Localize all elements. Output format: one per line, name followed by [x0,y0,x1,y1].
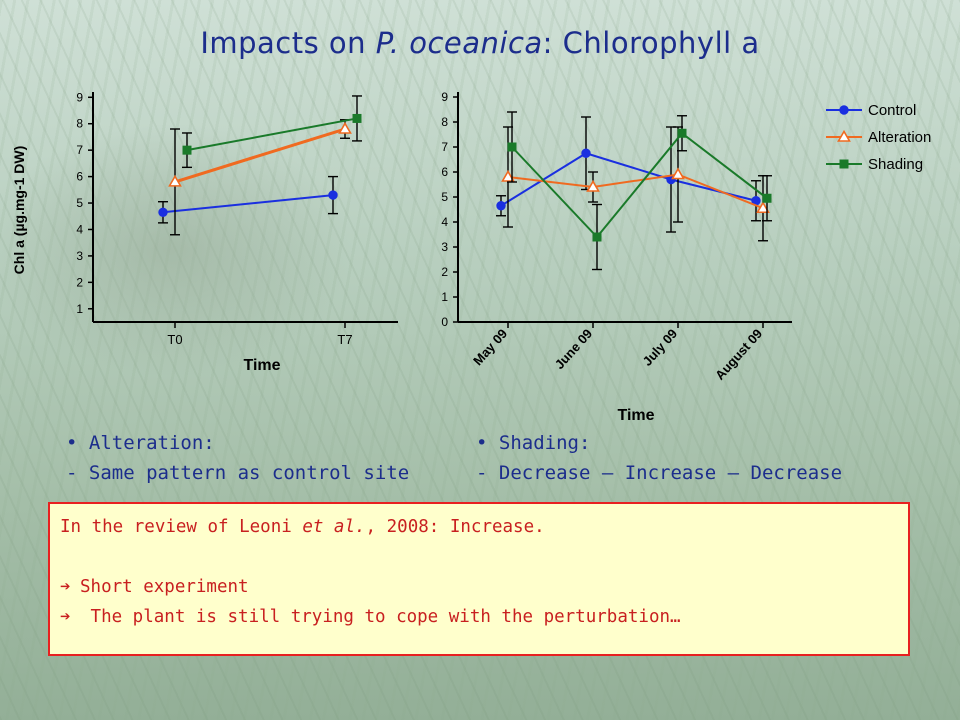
chart1-y-tick-label: 9 [76,90,83,104]
chart2-y-tick-label: 1 [441,290,448,304]
shading-text: - Decrease – Increase – Decrease [476,462,843,484]
chart2-y-tick-label: 8 [441,115,448,129]
note-line-3-text: The plant is still trying to cope with t… [80,607,681,627]
chart2-point-alteration [586,179,600,192]
chart2-point-shading [592,232,602,242]
chart2-y-tick-label: 3 [441,240,448,254]
chart2-x-tick-label: July 09 [640,326,681,369]
chart2-series-line-alteration [507,173,764,210]
chart2-y-tick-label: 7 [441,140,448,154]
chart1-y-tick-label: 3 [76,249,83,263]
note-line-2-text: Short experiment [80,577,249,597]
note-spacer [60,542,898,572]
alteration-text: - Same pattern as control site [66,462,410,484]
chart1-point-shading [352,113,362,123]
legend-marker-control [839,105,849,115]
chart1-x-axis-title: Time [243,357,280,374]
chart1-y-tick-label: 6 [76,170,83,184]
note-line-1: In the review of Leoni et al., 2008: Inc… [60,512,898,542]
chart2-point-shading [507,142,517,152]
title-suffix: : Chlorophyll a [542,26,760,60]
chart2-x-axis-title: Time [617,407,654,424]
legend-marker-alteration [837,129,851,142]
chart2-point-shading [762,193,772,203]
note-line-1-italic: et al. [302,517,366,537]
legend-marker-shading [839,159,849,169]
chart1-y-tick-label: 4 [76,222,83,236]
right-arrow-icon: ➔ [60,607,71,627]
chart2-point-alteration [671,167,685,180]
chart2-series-line-shading [511,131,768,239]
chart1-point-shading [182,145,192,155]
chart2-x-tick-label: May 09 [470,326,510,368]
chart2-y-tick-label: 0 [441,315,448,329]
title-prefix: Impacts on [200,26,376,60]
note-line-1-text: In the review of Leoni [60,517,303,537]
chart2-y-tick-label: 6 [441,165,448,179]
alteration-bullets: • Alteration: - Same pattern as control … [66,428,409,488]
chart1-series-line-shading [186,117,358,152]
chart2-x-tick-label: June 09 [552,326,596,372]
note-line-1-suffix: , 2008: Increase. [365,517,545,537]
chart1-point-control [158,207,168,217]
conclusion-note: In the review of Leoni et al., 2008: Inc… [48,502,910,656]
title-species: P. oceanica [375,26,543,60]
chart2-point-alteration [501,169,515,182]
chart2-point-alteration [756,201,770,214]
legend-label-shading: Shading [868,156,923,173]
chart1-y-tick-label: 5 [76,196,83,210]
chart2-y-tick-label: 4 [441,215,448,229]
chart2-point-control [581,148,591,158]
chart1-y-axis-title: Chl a (µg.mg-1 DW) [11,146,27,275]
chart1-y-tick-label: 1 [76,302,83,316]
legend-label-alteration: Alteration [868,129,931,146]
chart2-y-tick-label: 9 [441,90,448,104]
legend-label-control: Control [868,102,916,119]
shading-bullets: • Shading: - Decrease – Increase – Decre… [476,428,842,488]
chart1-y-tick-label: 7 [76,143,83,157]
chart2-point-shading [677,128,687,138]
shading-heading: • Shading: [476,432,591,454]
chart2-y-tick-label: 2 [441,265,448,279]
chart1-point-alteration [168,174,182,187]
chart2-x-tick-label: August 09 [712,326,765,383]
chart1-series-line-alteration [174,127,346,184]
right-arrow-icon: ➔ [60,577,71,597]
chart1-y-tick-label: 2 [76,275,83,289]
chart1-point-control [328,190,338,200]
chart1-x-tick-label: T0 [167,332,182,347]
chart2-point-control [496,201,506,211]
note-line-3: ➔ The plant is still trying to cope with… [60,602,898,632]
chart1-series-line-control [162,194,334,214]
slide-title: Impacts on P. oceanica: Chlorophyll a [0,26,960,60]
chart1-point-alteration [338,121,352,134]
note-line-2: ➔ Short experiment [60,572,898,602]
chart1-y-tick-label: 8 [76,117,83,131]
chart2-y-tick-label: 5 [441,190,448,204]
chart1-x-tick-label: T7 [337,332,352,347]
alteration-heading: • Alteration: [66,432,215,454]
